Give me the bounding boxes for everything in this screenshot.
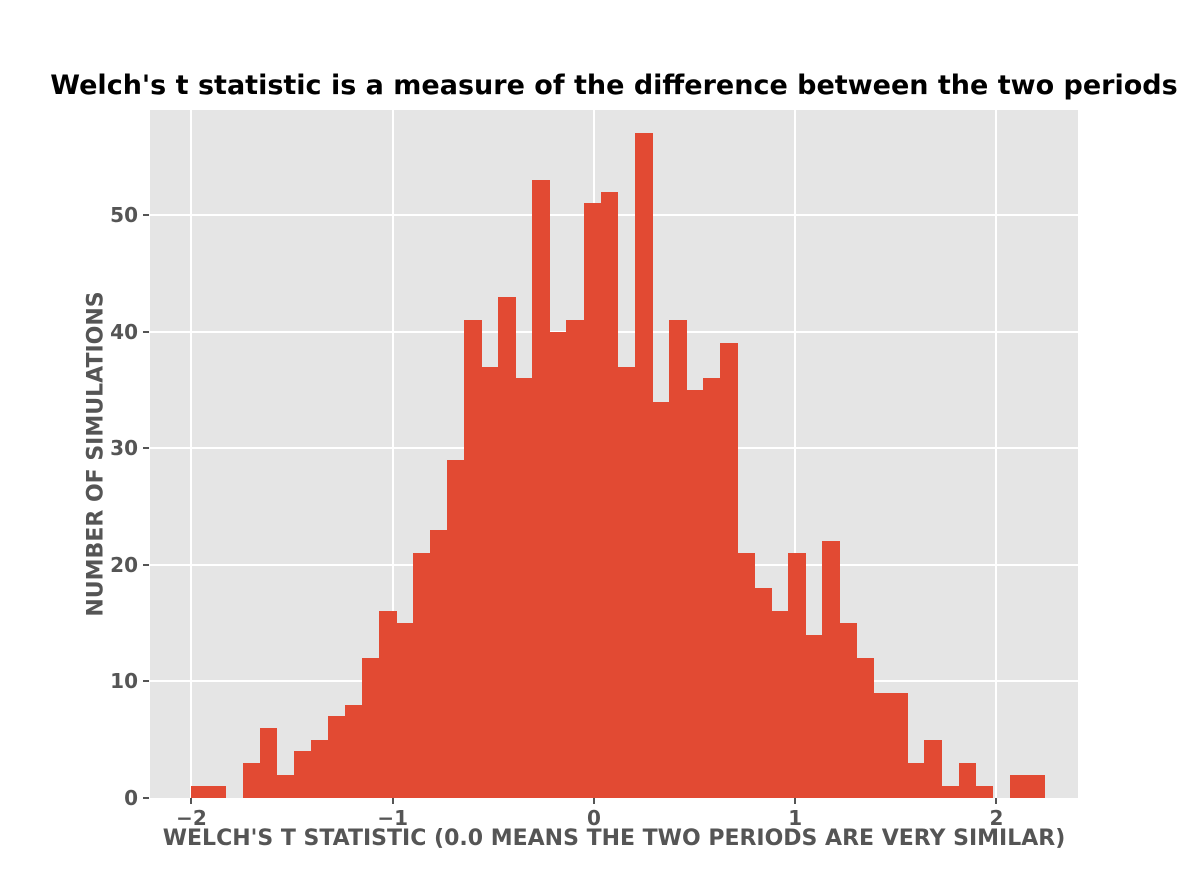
y-tick-label: 50 — [110, 202, 138, 227]
histogram-bar — [549, 331, 568, 798]
plot-area — [150, 110, 1078, 798]
histogram-bar — [191, 786, 210, 798]
x-tick-label: 1 — [788, 806, 803, 830]
y-tick-label: 0 — [124, 786, 138, 810]
histogram-bar — [668, 319, 687, 798]
histogram-bar — [583, 203, 602, 798]
x-axis-label: WELCH'S T STATISTIC (0.0 MEANS THE TWO P… — [162, 826, 1066, 851]
histogram-bar — [941, 786, 960, 798]
x-gridline — [190, 110, 193, 798]
x-tick-mark — [794, 798, 797, 804]
histogram-bar — [208, 786, 227, 798]
x-tick-mark — [190, 798, 193, 804]
histogram-bar — [958, 763, 977, 798]
histogram-bar — [396, 623, 414, 798]
y-tick-mark — [143, 680, 149, 683]
histogram-bar — [481, 366, 500, 798]
x-tick-mark — [995, 798, 998, 804]
histogram-bar — [822, 541, 841, 798]
y-tick-label: 20 — [110, 552, 138, 577]
histogram-bar — [515, 378, 534, 798]
histogram-bar — [464, 319, 483, 798]
y-tick-mark — [143, 213, 149, 216]
histogram-bar — [890, 693, 909, 798]
y-tick-mark — [143, 330, 149, 333]
x-tick-label: 0 — [587, 806, 601, 830]
histogram-bar — [1009, 774, 1028, 798]
histogram-bar — [873, 693, 892, 798]
histogram-bar — [532, 179, 551, 798]
histogram-bar — [498, 296, 517, 798]
histogram-bar — [753, 588, 772, 798]
y-tick-label: 40 — [110, 319, 138, 344]
histogram-bar — [447, 459, 465, 798]
histogram-bar — [276, 774, 295, 798]
y-tick-mark — [143, 447, 149, 450]
histogram-bar — [736, 553, 755, 798]
x-tick-label: −1 — [377, 806, 409, 830]
x-tick-label: 2 — [989, 806, 1004, 830]
histogram-bar — [924, 739, 943, 798]
x-gridline — [794, 110, 797, 798]
histogram-bar — [907, 763, 926, 798]
x-tick-label: −2 — [176, 806, 207, 830]
histogram-bar — [413, 553, 431, 798]
y-tick-mark — [143, 563, 149, 566]
histogram-bar — [310, 739, 329, 798]
x-gridline — [391, 110, 394, 798]
histogram-bar — [771, 611, 789, 798]
histogram-bar — [719, 343, 738, 798]
histogram-bar — [242, 763, 261, 798]
histogram-bar — [839, 623, 858, 798]
chart-title: Welch's t statistic is a measure of the … — [50, 70, 1178, 101]
histogram-bar — [378, 611, 397, 798]
histogram-bar — [805, 634, 823, 798]
histogram-bar — [975, 786, 994, 798]
x-gridline — [995, 110, 998, 798]
histogram-bar — [600, 191, 619, 798]
histogram-bar — [617, 366, 636, 798]
histogram-bar — [1026, 774, 1045, 798]
histogram-bar — [702, 378, 721, 798]
histogram-bar — [788, 553, 806, 798]
histogram-bar — [430, 529, 448, 798]
x-tick-mark — [592, 798, 595, 804]
y-tick-label: 30 — [110, 436, 138, 461]
histogram-bar — [634, 133, 653, 798]
y-tick-mark — [143, 797, 149, 799]
histogram-bar — [361, 658, 380, 798]
histogram-bar — [566, 319, 585, 798]
histogram-bar — [651, 401, 670, 798]
histogram-bar — [293, 751, 312, 798]
y-tick-label: 10 — [110, 669, 138, 694]
histogram-bar — [856, 658, 875, 798]
histogram-bar — [327, 716, 346, 798]
histogram-bar — [344, 704, 363, 798]
histogram-bar — [259, 728, 278, 798]
histogram-bar — [685, 389, 704, 798]
x-tick-mark — [391, 798, 394, 804]
